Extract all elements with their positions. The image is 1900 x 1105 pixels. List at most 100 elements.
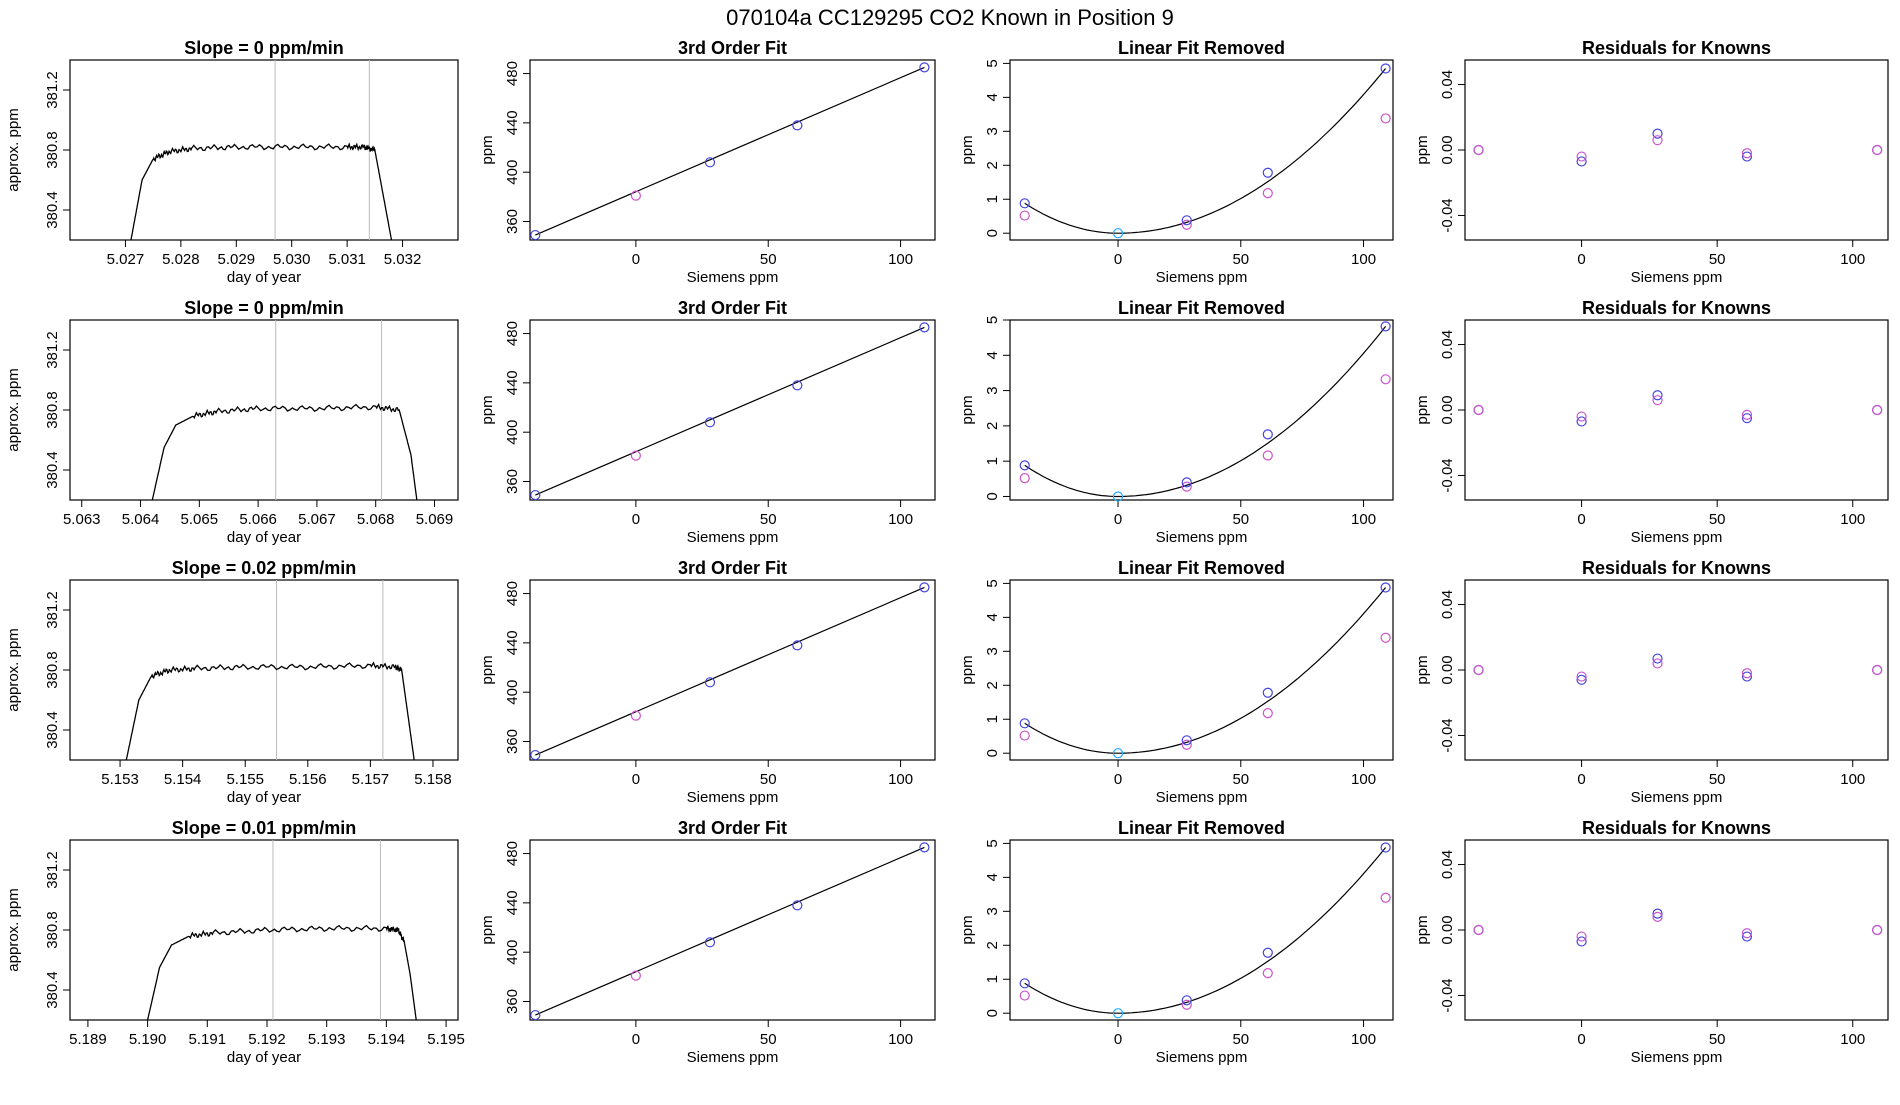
panel-1-4-xlabel: Siemens ppm: [1631, 269, 1723, 286]
panel-4-1-xtick-label: 5.195: [427, 1031, 465, 1048]
panel-1-3-ytick-label: 3: [984, 127, 1001, 135]
panel-2-4-resid-raw-point: [1872, 404, 1883, 416]
panel-1-2-ytick-label: 480: [504, 61, 521, 86]
panel-4-3-xtick-label: 50: [1232, 1031, 1249, 1048]
panel-4-1-ytick-label: 380.4: [44, 971, 61, 1009]
panel-3-3-ytick-label: 5: [984, 579, 1001, 587]
panel-1-4-title: Residuals for Knowns: [1582, 38, 1771, 58]
panel-2-4-ylabel: ppm: [1414, 395, 1431, 424]
panel-3-1-xtick-label: 5.155: [226, 771, 264, 788]
panel-1-3-raw-point: [1262, 188, 1273, 199]
panel-1-1-ytick-label: 381.2: [44, 71, 61, 109]
panel-2-3-fit-point: [1181, 477, 1192, 488]
panel-1-2-xtick-label: 50: [760, 251, 777, 268]
panel-3-4-resid-point: [1652, 653, 1663, 664]
panel-3-3-xtick-label: 0: [1114, 771, 1122, 788]
panel-3-4-resid-raw-point: [1872, 664, 1883, 676]
panel-3-4-ytick-label: 0.00: [1439, 655, 1456, 684]
panel-4-1-xtick-label: 5.192: [248, 1031, 286, 1048]
panel-3-3-xtick-label: 100: [1351, 771, 1376, 788]
panel-2-4-resid-raw-point: [1652, 395, 1663, 406]
panel-2-2-xlabel: Siemens ppm: [687, 529, 779, 546]
panel-2-4-xtick-label: 0: [1577, 511, 1585, 528]
panel-3-1-xtick-label: 5.156: [289, 771, 327, 788]
panel-2-1-ylabel: approx. ppm: [5, 368, 22, 451]
panel-1-2-ytick-label: 360: [504, 209, 521, 234]
panel-3-3-raw-point: [1181, 739, 1192, 750]
panel-3-4-resid-raw-point: [1576, 671, 1587, 682]
panel-4-4-xtick-label: 100: [1840, 1031, 1865, 1048]
panel-4-4-xtick-label: 0: [1577, 1031, 1585, 1048]
panel-2-1-ytick-label: 380.8: [44, 391, 61, 429]
panel-4-4-resid-raw-point: [1576, 931, 1587, 942]
panel-4-3-ylabel: ppm: [959, 915, 976, 944]
panel-3-4-xtick-label: 100: [1840, 771, 1865, 788]
panel-1-1-trace: [130, 142, 393, 241]
panel-3-4-resid-raw-point: [1473, 664, 1484, 676]
panel-4-1-ytick-label: 381.2: [44, 851, 61, 889]
panel-4-4-resid-point: [1652, 908, 1663, 919]
panel-1-3-ytick-label: 2: [984, 161, 1001, 169]
panel-2-1-xtick-label: 5.064: [122, 511, 160, 528]
panel-2-3-ytick-label: 0: [984, 492, 1001, 500]
panel-3-3-title: Linear Fit Removed: [1118, 558, 1285, 578]
panel-1-3-ytick-label: 1: [984, 195, 1001, 203]
panel-3-3-fit-point: [1262, 687, 1273, 698]
panel-1-2-ytick-label: 440: [504, 110, 521, 135]
panel-4-1-ylabel: approx. ppm: [5, 888, 22, 971]
panel-2-1-trace: [151, 402, 418, 501]
panel-2-2-ylabel: ppm: [479, 395, 496, 424]
panel-4-4-resid-point: [1576, 936, 1587, 947]
panel-3-1-ytick-label: 381.2: [44, 591, 61, 629]
panel-1-1-xtick-label: 5.030: [273, 251, 311, 268]
panel-4-2-point: [704, 937, 716, 948]
panel-4-1-ytick-label: 380.8: [44, 911, 61, 949]
panel-4-3-ytick-label: 0: [984, 1009, 1001, 1017]
panel-1-3-raw-point: [1181, 219, 1192, 230]
panel-1-1-xtick-label: 5.032: [384, 251, 422, 268]
figure-title: 070104a CC129295 CO2 Known in Position 9: [726, 5, 1174, 30]
panel-4-3-fit-point: [1380, 842, 1391, 853]
panel-1-3-xtick-label: 0: [1114, 251, 1122, 268]
panel-4-1-title: Slope = 0.01 ppm/min: [172, 818, 357, 838]
panel-4-3-title: Linear Fit Removed: [1118, 818, 1285, 838]
panel-3-1-xlabel: day of year: [227, 789, 301, 806]
panel-2-2-ytick-label: 400: [504, 420, 521, 445]
panel-3-4-xtick-label: 0: [1577, 771, 1585, 788]
panel-4-3-fit-point: [1181, 995, 1192, 1006]
panel-4-4-ylabel: ppm: [1414, 915, 1431, 944]
panel-2-4-resid-point: [1741, 413, 1753, 424]
panel-1-1-xtick-label: 5.029: [218, 251, 256, 268]
panel-3-4-frame: [1464, 579, 1889, 761]
panel-4-2-ylabel: ppm: [479, 915, 496, 944]
panel-3-3-xtick-label: 50: [1232, 771, 1249, 788]
panel-4-3-raw-point: [1380, 892, 1391, 903]
panel-1-4-resid-raw-point: [1741, 148, 1753, 159]
panel-2-3-raw-point: [1262, 450, 1273, 461]
panel-4-3-raw-point: [1262, 968, 1273, 979]
panel-1-3-raw-point: [1380, 113, 1391, 124]
panel-4-4-frame: [1464, 839, 1889, 1021]
panel-3-1-ylabel: approx. ppm: [5, 628, 22, 711]
panel-4-4-ytick-label: -0.04: [1439, 978, 1456, 1012]
panel-4-3-xtick-label: 100: [1351, 1031, 1376, 1048]
panel-2-1-xtick-label: 5.066: [239, 511, 277, 528]
panel-2-4-frame: [1464, 319, 1889, 501]
panel-2-4-title: Residuals for Knowns: [1582, 298, 1771, 318]
panel-1-3-fit-point: [1262, 167, 1273, 178]
panel-3-3-ytick-label: 4: [984, 613, 1001, 621]
panel-3-4-ylabel: ppm: [1414, 655, 1431, 684]
panel-4-2-frame: [529, 839, 936, 1021]
panel-1-2-ytick-label: 400: [504, 160, 521, 185]
panel-2-3-ytick-label: 3: [984, 386, 1001, 394]
panel-4-2-point: [792, 900, 803, 911]
panel-4-2-xtick-label: 0: [632, 1031, 640, 1048]
panel-3-1-xtick-label: 5.153: [101, 771, 139, 788]
panel-3-2-ytick-label: 400: [504, 680, 521, 705]
panel-1-4-resid-raw-point: [1576, 151, 1587, 162]
panel-2-4-xtick-label: 100: [1840, 511, 1865, 528]
panel-1-3-ytick-label: 5: [984, 59, 1001, 67]
panel-4-1-xtick-label: 5.191: [189, 1031, 227, 1048]
panel-3-3-ytick-label: 2: [984, 681, 1001, 689]
panel-4-3-ytick-label: 2: [984, 941, 1001, 949]
